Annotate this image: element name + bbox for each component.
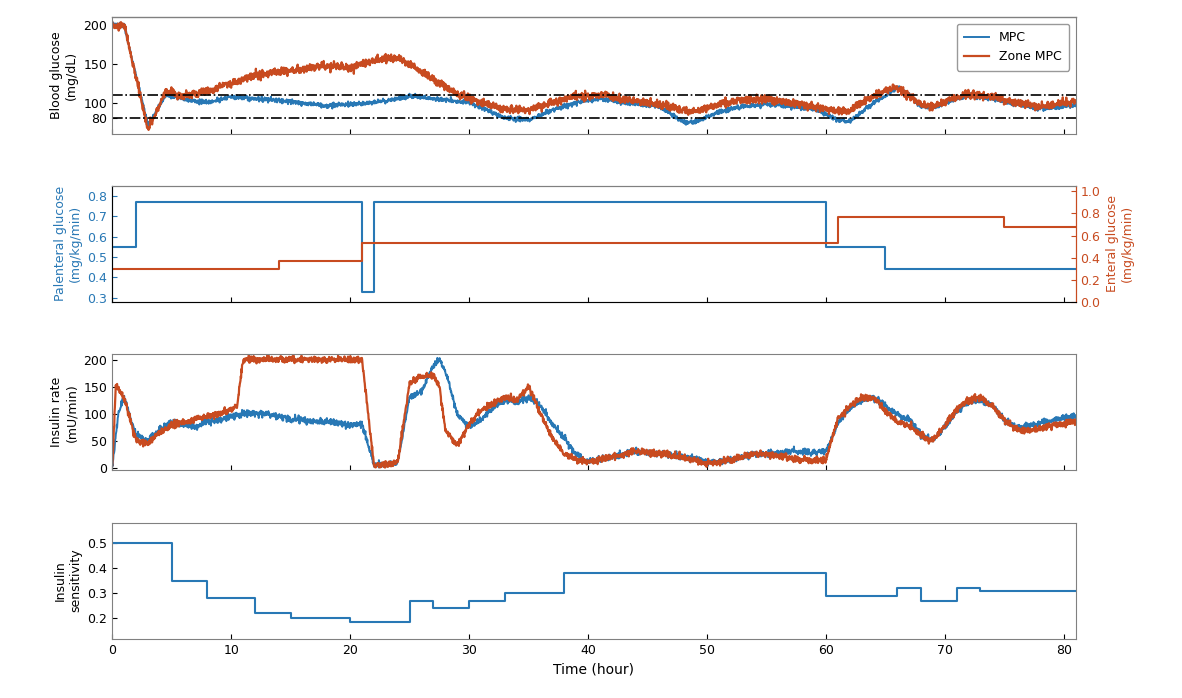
Zone MPC	[105, 461, 119, 470]
MPC	[1051, 101, 1065, 110]
MPC	[517, 114, 531, 122]
Y-axis label: Insulin
sensitivity: Insulin sensitivity	[54, 549, 82, 612]
MPC	[475, 414, 489, 422]
MPC	[215, 415, 229, 424]
MPC	[947, 95, 961, 103]
Line: Zone MPC: Zone MPC	[112, 22, 1076, 130]
MPC	[113, 18, 128, 27]
MPC	[517, 390, 531, 399]
Zone MPC	[261, 351, 275, 359]
Zone MPC	[475, 406, 489, 414]
Zone MPC	[273, 355, 287, 363]
Zone MPC	[215, 83, 229, 91]
MPC	[105, 19, 119, 27]
Zone MPC	[273, 66, 287, 75]
Zone MPC	[475, 96, 489, 104]
MPC	[430, 354, 444, 362]
Zone MPC	[1069, 96, 1083, 105]
MPC	[105, 460, 119, 468]
MPC	[947, 410, 961, 418]
MPC	[1069, 101, 1083, 109]
Zone MPC	[946, 96, 960, 105]
Y-axis label: Enteral glucose
(mg/kg/min): Enteral glucose (mg/kg/min)	[1106, 195, 1134, 292]
MPC	[141, 122, 155, 131]
Y-axis label: Insulin rate
(mU/min): Insulin rate (mU/min)	[50, 377, 78, 447]
MPC	[475, 104, 489, 112]
Zone MPC	[1051, 419, 1065, 427]
Zone MPC	[947, 413, 961, 422]
Zone MPC	[517, 103, 531, 112]
MPC	[272, 410, 286, 418]
MPC	[372, 463, 387, 472]
MPC	[273, 98, 287, 107]
MPC	[215, 95, 229, 103]
MPC	[1051, 417, 1065, 425]
Zone MPC	[1069, 417, 1083, 426]
Y-axis label: Palenteral glucose
(mg/kg/min): Palenteral glucose (mg/kg/min)	[54, 186, 82, 302]
Zone MPC	[105, 18, 119, 27]
Zone MPC	[378, 463, 392, 472]
Zone MPC	[142, 126, 156, 134]
MPC	[1069, 411, 1083, 419]
Line: MPC: MPC	[112, 22, 1076, 126]
X-axis label: Time (hour): Time (hour)	[553, 662, 635, 676]
Y-axis label: Blood glucose
(mg/dL): Blood glucose (mg/dL)	[50, 31, 78, 119]
Zone MPC	[215, 408, 229, 416]
Zone MPC	[517, 389, 531, 397]
Line: Zone MPC: Zone MPC	[112, 355, 1076, 468]
Zone MPC	[1050, 99, 1064, 107]
Line: MPC: MPC	[112, 358, 1076, 468]
Legend: MPC, Zone MPC: MPC, Zone MPC	[956, 24, 1070, 71]
